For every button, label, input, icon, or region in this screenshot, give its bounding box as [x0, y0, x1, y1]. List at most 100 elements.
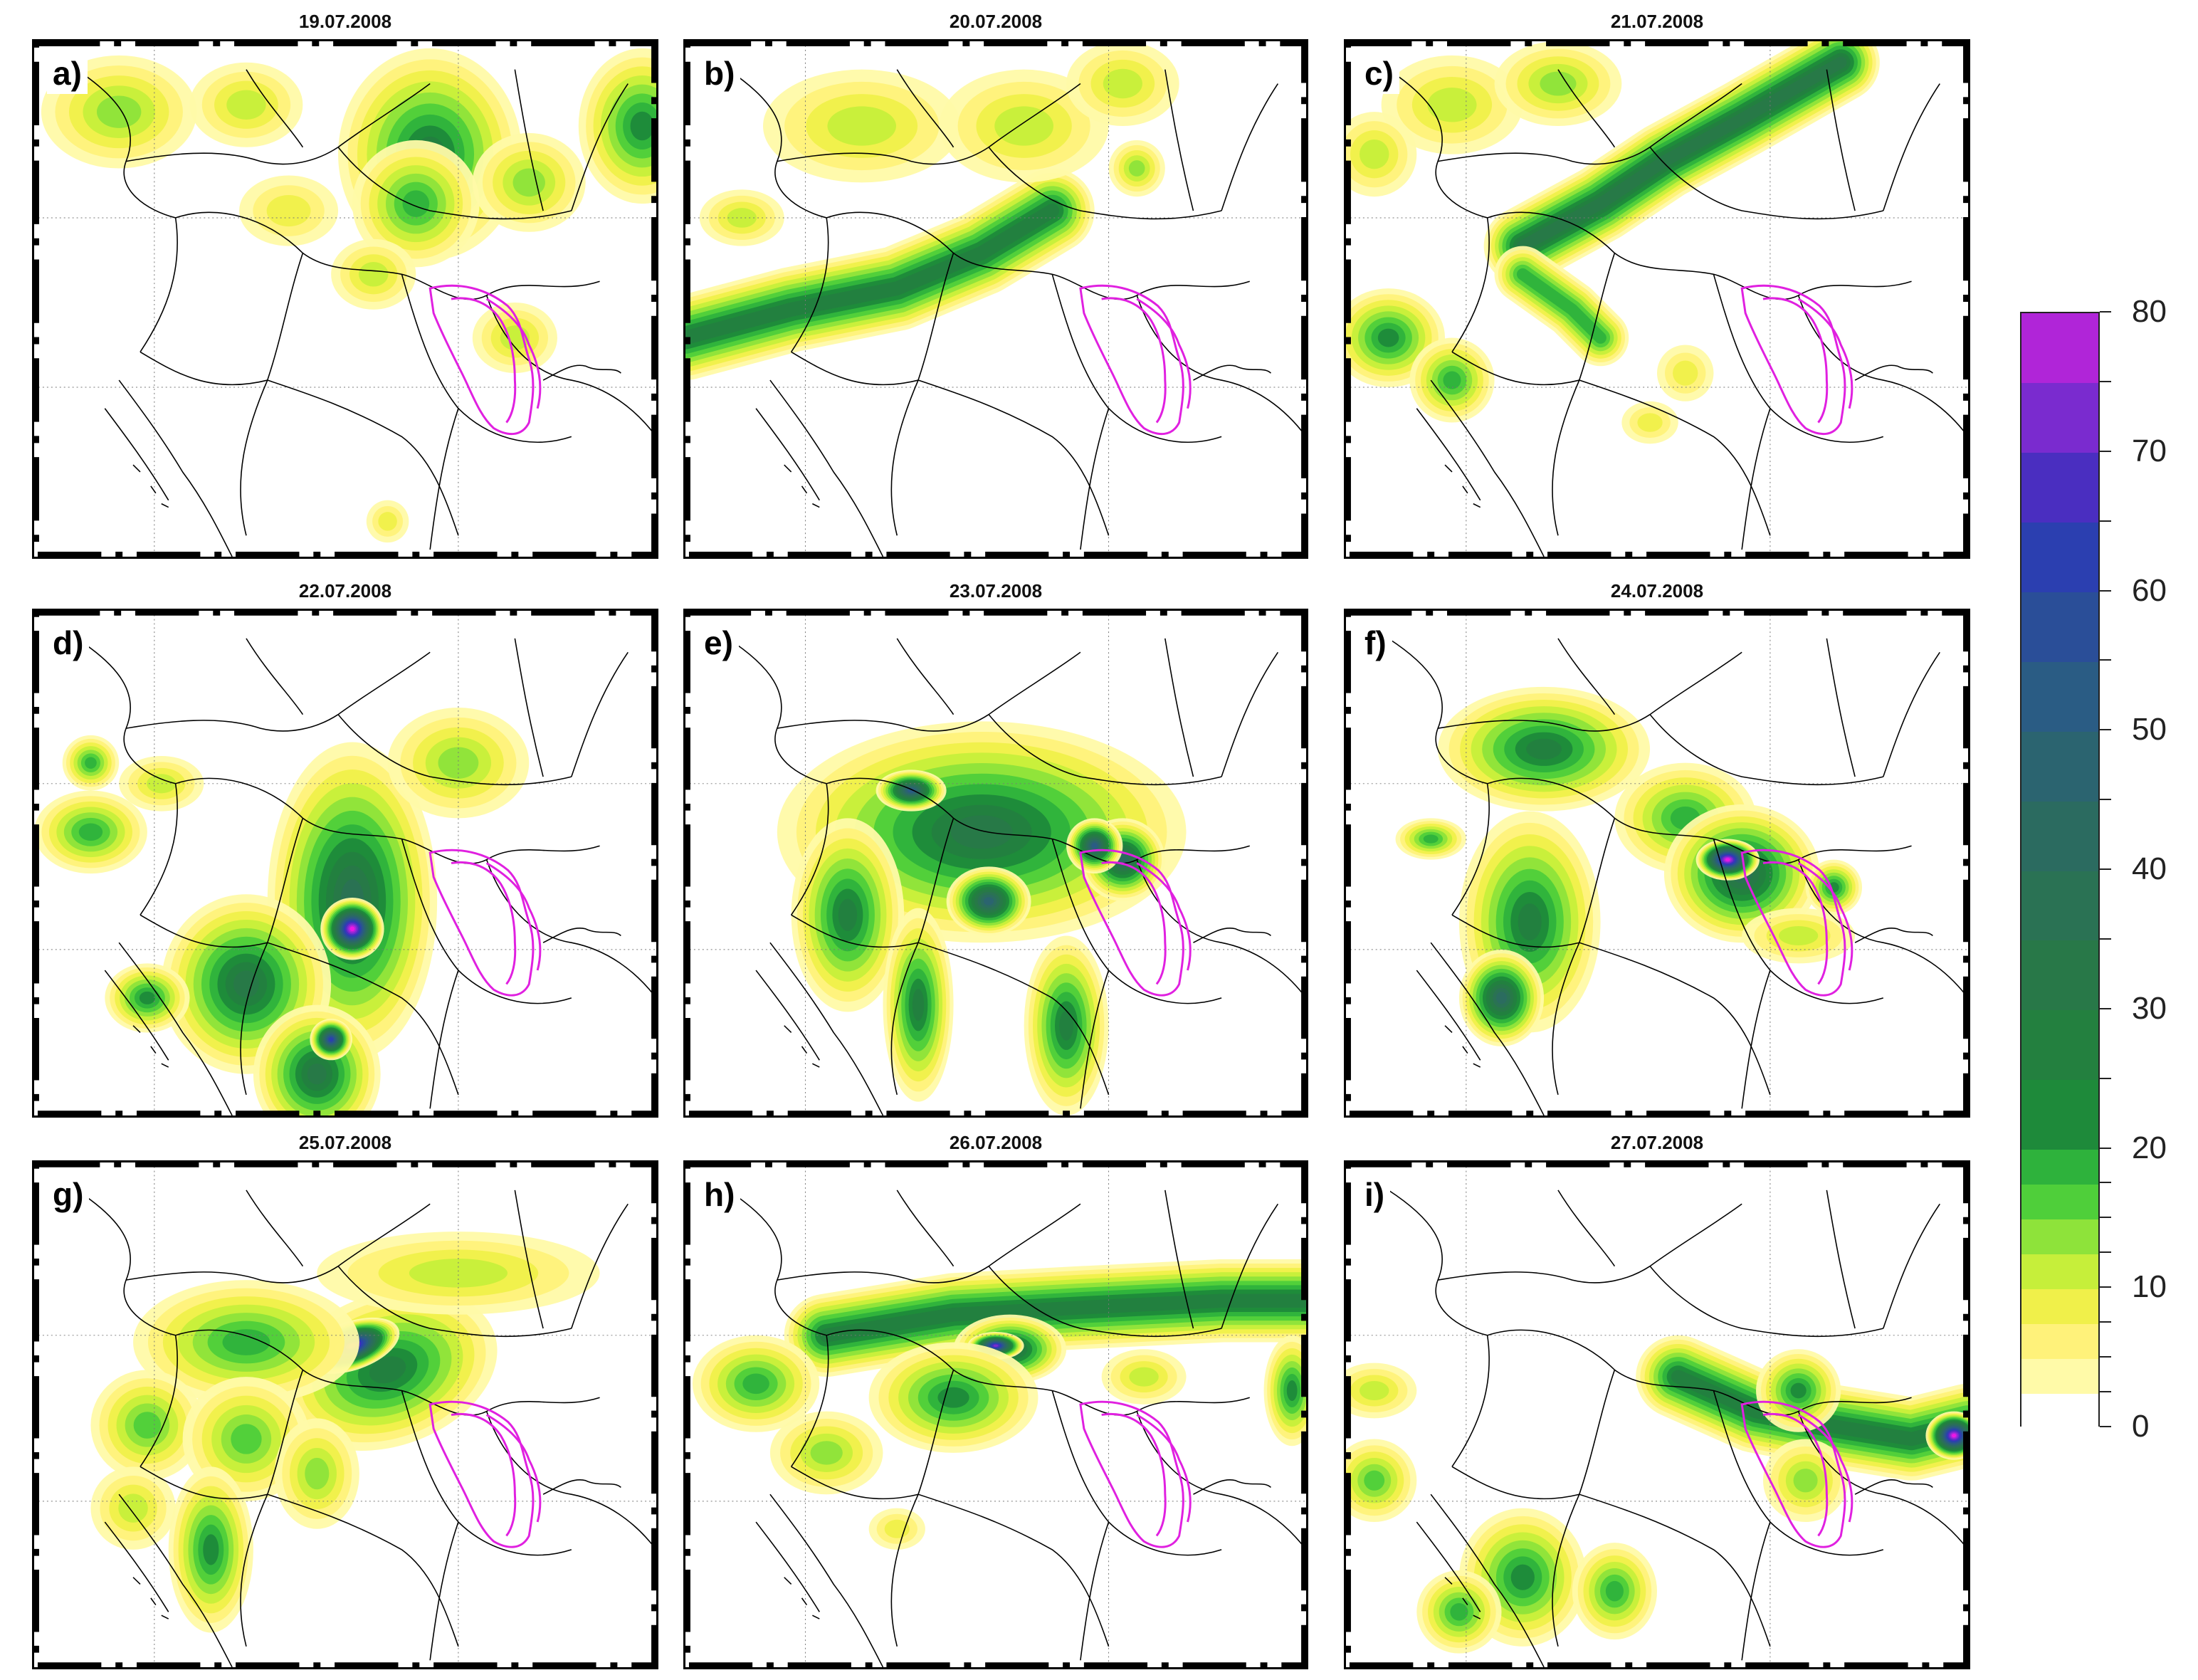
- precip-cell: [274, 1418, 359, 1529]
- colorbar-band: [2021, 731, 2098, 802]
- colorbar-band: [2021, 1184, 2098, 1219]
- colorbar-tick: [2100, 729, 2111, 731]
- colorbar-tick: [2100, 1426, 2111, 1427]
- panel-letter: d): [47, 622, 90, 663]
- colorbar-band: [2021, 1254, 2098, 1289]
- panel-date-d: 22.07.2008: [298, 580, 392, 602]
- precip-cell: [366, 500, 409, 543]
- precipitation-field: [685, 41, 1179, 381]
- panel-date-e: 23.07.2008: [949, 580, 1043, 602]
- precip-cell: [1108, 140, 1165, 197]
- map-panel-c: c): [1344, 39, 1970, 559]
- colorbar-tick: [2100, 450, 2111, 452]
- river-basin-outline: [1079, 1400, 1192, 1548]
- colorbar-label: 10: [2132, 1269, 2167, 1305]
- precip-cell: [883, 908, 954, 1102]
- precip-cell: [239, 175, 339, 246]
- colorbar-label: 20: [2132, 1130, 2167, 1165]
- precip-cell: [189, 62, 303, 147]
- precip-cell: [1409, 337, 1495, 423]
- colorbar-band: [2021, 1323, 2098, 1359]
- colorbar-band: [2021, 522, 2098, 592]
- colorbar-band: [2021, 1358, 2098, 1394]
- colorbar-label: 30: [2132, 990, 2167, 1026]
- panel-letter: b): [698, 53, 741, 94]
- map-panel-i: i): [1344, 1160, 1970, 1669]
- precipitation-field: [41, 48, 656, 543]
- colorbar-tick: [2100, 1286, 2111, 1288]
- map-panel-h: h): [683, 1160, 1308, 1669]
- map-panel-d: d): [32, 609, 658, 1118]
- precipitation-field: [34, 707, 530, 1115]
- precip-cell: [763, 69, 961, 183]
- colorbar-band: [2021, 1288, 2098, 1324]
- colorbar-tick: [2100, 1391, 2111, 1393]
- river-basin-outline: [1079, 284, 1192, 436]
- colorbar-tick: [2100, 1182, 2111, 1184]
- precip-cell: [1416, 1570, 1502, 1654]
- precip-cell: [1024, 935, 1109, 1115]
- panel-letter: c): [1359, 53, 1399, 94]
- precip-cell: [868, 1508, 925, 1550]
- panel-date-h: 26.07.2008: [949, 1132, 1043, 1153]
- panel-date-c: 21.07.2008: [1610, 11, 1704, 32]
- precip-cell: [1263, 1335, 1306, 1447]
- precip-cell: [1756, 1349, 1841, 1432]
- precip-cell: [868, 1342, 1038, 1453]
- map-panel-e: e): [683, 609, 1308, 1118]
- colorbar-label: 70: [2132, 433, 2167, 468]
- colorbar-tick: [2100, 589, 2111, 592]
- precip-cell: [1101, 1349, 1187, 1405]
- panel-date-b: 20.07.2008: [949, 11, 1043, 32]
- precip-cell: [946, 866, 1031, 936]
- panel-date-g: 25.07.2008: [298, 1132, 392, 1153]
- colorbar-band: [2021, 452, 2098, 523]
- precip-cell: [1395, 818, 1466, 860]
- precip-cell: [1657, 345, 1714, 401]
- panel-letter: i): [1359, 1174, 1391, 1215]
- precip-cell: [1438, 686, 1651, 812]
- map-panel-b: b): [683, 39, 1308, 559]
- precip-cell: [1066, 41, 1179, 127]
- precip-cell: [317, 1232, 600, 1315]
- panel-letter: a): [47, 53, 88, 94]
- colorbar-band: [2021, 871, 2098, 941]
- colorbar-band: [2021, 1219, 2098, 1254]
- colorbar-tick: [2100, 1251, 2111, 1254]
- precip-cell: [1572, 1543, 1657, 1640]
- colorbar-tick: [2100, 380, 2111, 382]
- colorbar-band: [2021, 1393, 2098, 1429]
- precip-cell: [1695, 839, 1760, 881]
- precip-cell: [769, 1411, 883, 1495]
- precip-band: [784, 1259, 1306, 1377]
- precip-cell: [320, 898, 384, 960]
- colorbar-band: [2021, 592, 2098, 662]
- colorbar-tick: [2100, 1356, 2111, 1358]
- panel-date-a: 19.07.2008: [298, 11, 392, 32]
- panel-letter: h): [698, 1174, 741, 1215]
- colorbar-tick: [2100, 938, 2111, 940]
- colorbar-label: 0: [2132, 1409, 2150, 1444]
- map-panel-g: g): [32, 1160, 658, 1669]
- precip-cell: [62, 735, 120, 791]
- colorbar-tick: [2100, 1217, 2111, 1219]
- precipitation-field: [1346, 1335, 1968, 1654]
- colorbar: [2020, 312, 2100, 1429]
- colorbar-band: [2021, 1079, 2098, 1150]
- colorbar-tick: [2100, 1077, 2111, 1079]
- colorbar-band: [2021, 382, 2098, 453]
- colorbar-tick: [2100, 659, 2111, 661]
- precip-cell: [1066, 818, 1123, 874]
- colorbar-tick: [2100, 799, 2111, 801]
- precip-cell: [105, 963, 190, 1033]
- map-panel-a: a): [32, 39, 658, 559]
- precip-cell: [1494, 41, 1622, 127]
- colorbar-label: 80: [2132, 294, 2167, 329]
- precip-cell: [310, 1019, 352, 1061]
- panel-date-f: 24.07.2008: [1610, 580, 1704, 602]
- panel-letter: f): [1359, 622, 1392, 663]
- precipitation-field: [90, 1232, 600, 1633]
- colorbar-tick: [2100, 1321, 2111, 1323]
- panel-letter: g): [47, 1174, 90, 1215]
- colorbar-label: 50: [2132, 712, 2167, 747]
